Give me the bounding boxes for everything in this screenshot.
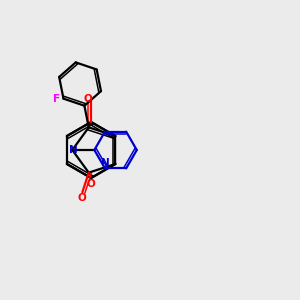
Text: F: F (53, 94, 61, 103)
Text: O: O (87, 179, 95, 189)
Text: O: O (84, 94, 92, 104)
Text: N: N (100, 158, 109, 168)
Text: N: N (69, 145, 78, 155)
Text: O: O (78, 193, 87, 203)
